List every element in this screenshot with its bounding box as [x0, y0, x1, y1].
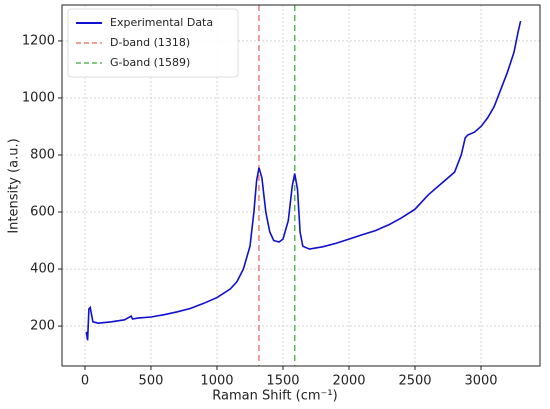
y-tick-label: 200: [30, 319, 55, 334]
x-tick-label: 2500: [398, 374, 431, 389]
x-tick-label: 0: [81, 374, 89, 389]
y-tick-label: 1200: [22, 33, 55, 48]
x-tick-label: 1500: [266, 374, 299, 389]
x-tick-label: 500: [139, 374, 164, 389]
y-tick-label: 800: [30, 147, 55, 162]
y-axis-label: Intensity (a.u.): [7, 138, 22, 233]
plot-frame: [61, 4, 541, 367]
y-tick-label: 1000: [22, 90, 55, 105]
legend-label: G-band (1589): [110, 56, 190, 69]
x-tick-label: 1000: [200, 374, 233, 389]
y-tick-label: 600: [30, 205, 55, 220]
y-tick-label: 400: [30, 262, 55, 277]
legend: Experimental Data D-band (1318) G-band (15…: [67, 8, 239, 78]
legend-label: Experimental Data: [110, 16, 213, 29]
data-line: [85, 20, 522, 341]
x-axis-label: Raman Shift (cm⁻¹): [212, 389, 337, 404]
legend-box: [67, 8, 239, 78]
legend-label: D-band (1318): [110, 36, 190, 49]
x-tick-label: 3000: [464, 374, 497, 389]
x-tick-label: 2000: [332, 374, 365, 389]
